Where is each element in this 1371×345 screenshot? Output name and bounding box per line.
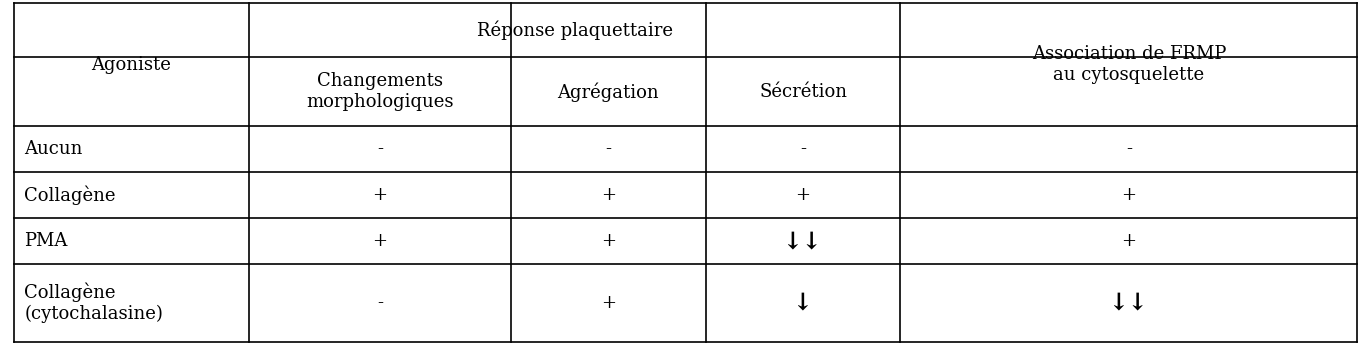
Text: Changements
morphologiques: Changements morphologiques <box>306 72 454 111</box>
Text: +: + <box>600 186 616 204</box>
Text: ↓: ↓ <box>794 291 813 315</box>
Text: +: + <box>373 233 388 250</box>
Text: Association de FRMP
au cytosquelette: Association de FRMP au cytosquelette <box>1032 45 1226 84</box>
Text: +: + <box>373 186 388 204</box>
Text: -: - <box>801 140 806 158</box>
Text: Agoniste: Agoniste <box>92 56 171 74</box>
Text: +: + <box>1121 186 1137 204</box>
Text: Collagène
(cytochalasine): Collagène (cytochalasine) <box>25 283 163 323</box>
Text: +: + <box>600 294 616 312</box>
Text: -: - <box>377 294 383 312</box>
Text: Aucun: Aucun <box>25 140 82 158</box>
Text: Réponse plaquettaire: Réponse plaquettaire <box>477 21 673 40</box>
Text: -: - <box>377 140 383 158</box>
Text: +: + <box>1121 233 1137 250</box>
Text: Sécrétion: Sécrétion <box>760 83 847 101</box>
Text: -: - <box>1126 140 1132 158</box>
Text: ↓↓: ↓↓ <box>783 229 823 254</box>
Text: -: - <box>605 140 611 158</box>
Text: Collagène: Collagène <box>25 186 117 205</box>
Text: PMA: PMA <box>25 233 67 250</box>
Text: +: + <box>600 233 616 250</box>
Text: ↓↓: ↓↓ <box>1109 291 1149 315</box>
Text: +: + <box>795 186 810 204</box>
Text: Agrégation: Agrégation <box>558 82 659 101</box>
